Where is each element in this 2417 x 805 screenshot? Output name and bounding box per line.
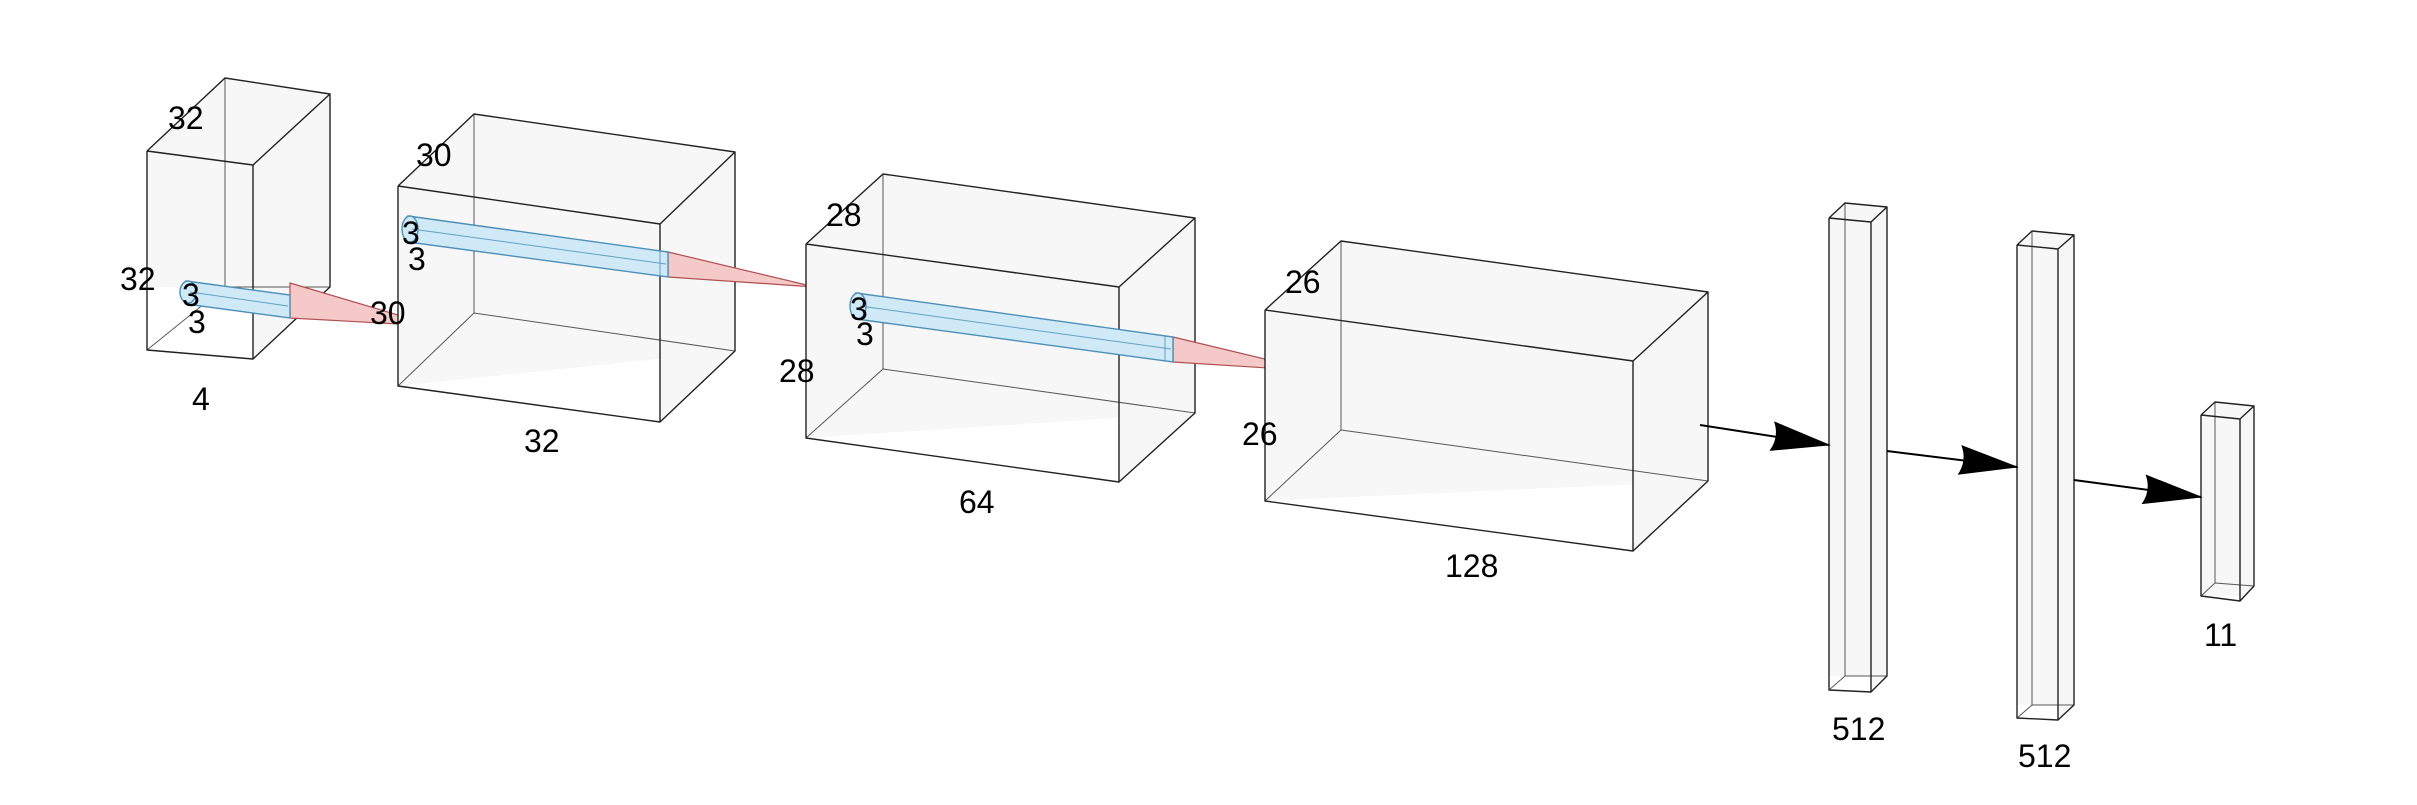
conv2-depth-label: 64 bbox=[959, 484, 995, 520]
conv1-volume-box bbox=[397, 113, 736, 423]
conv1-kernel-w-label: 3 bbox=[408, 241, 426, 277]
conv3-height-label: 26 bbox=[1285, 264, 1321, 300]
conv2-kernel-h-label: 3 bbox=[850, 291, 868, 327]
output-bar bbox=[2200, 401, 2255, 602]
flatten-arrow bbox=[1699, 421, 1831, 451]
conv3-depth-label: 128 bbox=[1445, 548, 1498, 584]
input-depth-label: 4 bbox=[192, 381, 210, 417]
input-height-label: 32 bbox=[168, 100, 204, 136]
conv1-depth-label: 32 bbox=[524, 423, 560, 459]
output-label: 11 bbox=[2204, 617, 2237, 653]
dense2-label: 512 bbox=[2018, 738, 2071, 774]
output-layer: 11 bbox=[2200, 401, 2255, 653]
dense1-label: 512 bbox=[1832, 711, 1885, 747]
conv1-volume: 30 30 32 3 3 bbox=[370, 113, 816, 459]
conv2-volume: 28 28 64 3 3 bbox=[779, 173, 1316, 520]
conv1-width-label: 30 bbox=[370, 295, 406, 331]
conv1-height-label: 30 bbox=[416, 137, 452, 173]
input-kernel-w-label: 3 bbox=[188, 304, 206, 340]
conv1-kernel bbox=[401, 215, 816, 288]
conv1-kernel-h-label: 3 bbox=[402, 215, 420, 251]
input-width-label: 32 bbox=[120, 261, 156, 297]
dense1-bar bbox=[1828, 202, 1888, 693]
conv2-width-label: 28 bbox=[779, 353, 815, 389]
dense2-layer: 512 bbox=[2016, 230, 2075, 774]
dense2-bar bbox=[2016, 230, 2075, 721]
input-kernel-h-label: 3 bbox=[182, 277, 200, 313]
conv3-volume: 26 26 128 bbox=[1242, 240, 1709, 584]
conv2-height-label: 28 bbox=[826, 197, 862, 233]
dense2-to-output-arrow bbox=[2073, 474, 2203, 505]
dense1-layer: 512 bbox=[1828, 202, 1888, 747]
conv3-width-label: 26 bbox=[1242, 416, 1278, 452]
conv2-kernel-w-label: 3 bbox=[856, 316, 874, 352]
dense1-to-dense2-arrow bbox=[1886, 445, 2019, 475]
input-volume: 32 32 4 3 3 bbox=[120, 77, 436, 417]
conv3-volume-box bbox=[1264, 240, 1709, 552]
